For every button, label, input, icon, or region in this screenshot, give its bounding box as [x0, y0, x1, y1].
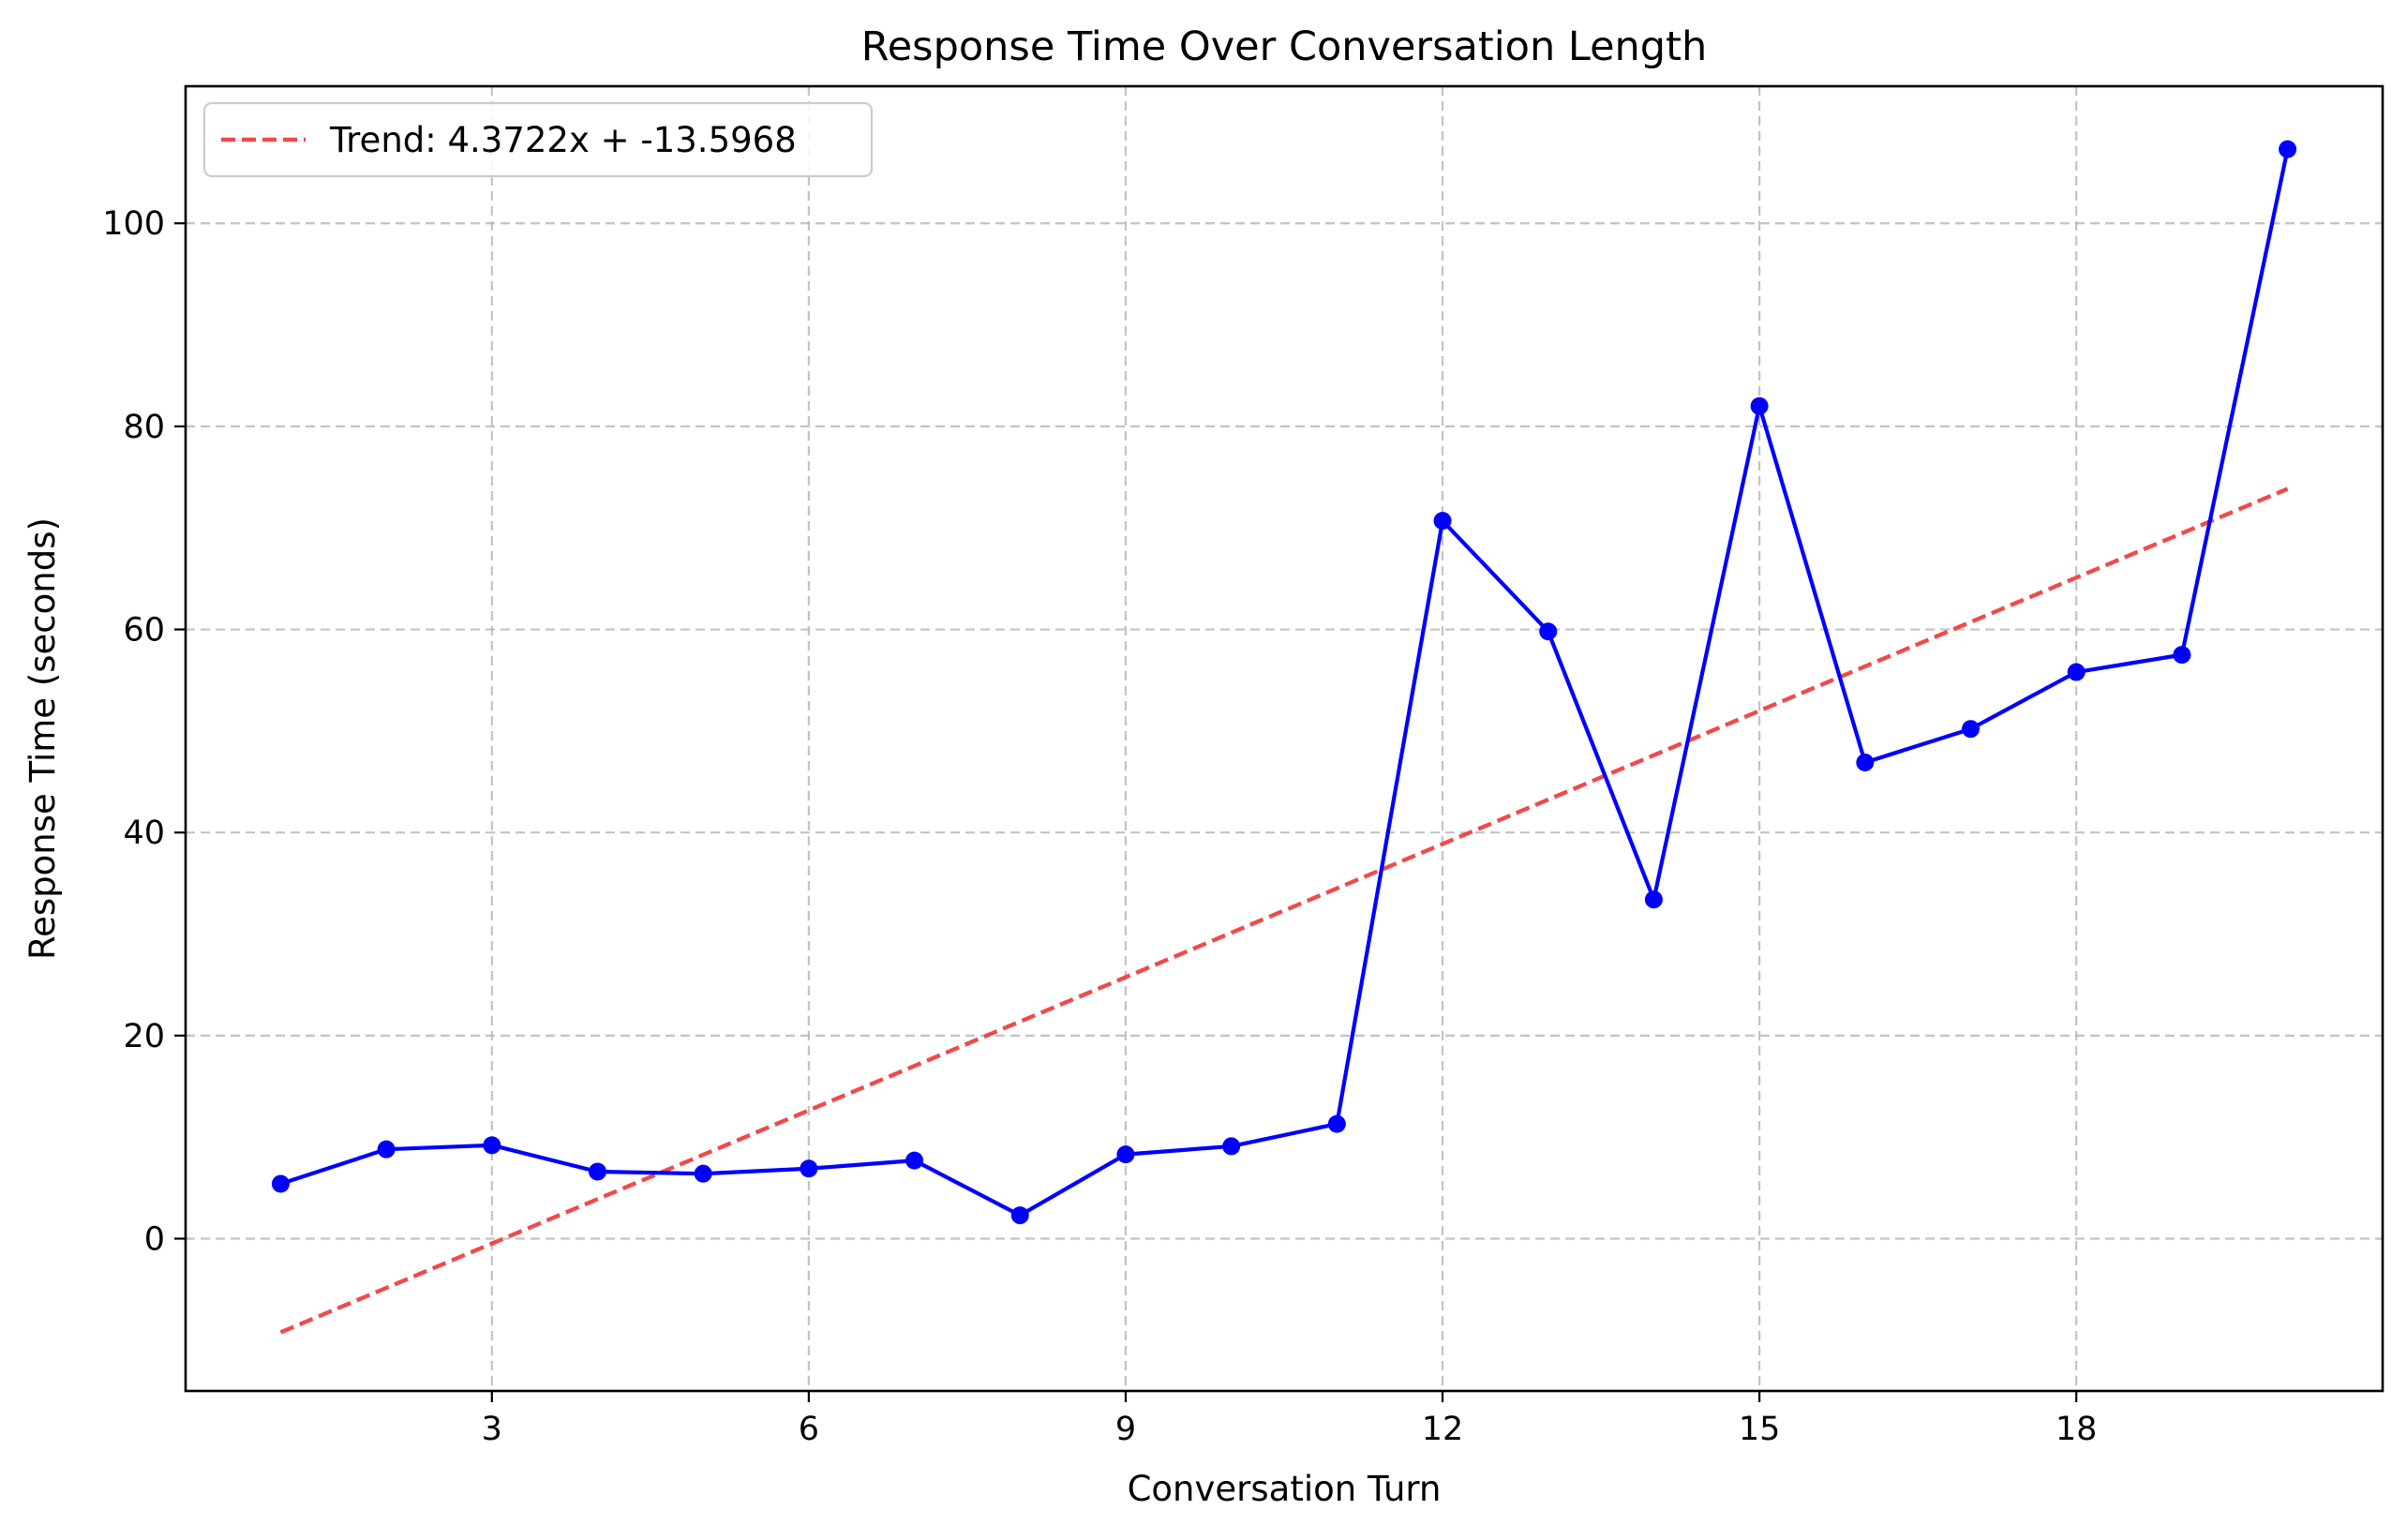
x-tick-label: 12 [1422, 1411, 1464, 1448]
x-tick-label: 18 [2056, 1411, 2098, 1448]
data-point [1539, 622, 1558, 641]
trend-layer [279, 486, 2289, 1335]
y-tick-label: 100 [102, 205, 165, 243]
data-point [483, 1136, 501, 1155]
x-tick-label: 15 [1739, 1411, 1781, 1448]
x-tick-label: 3 [482, 1411, 502, 1448]
data-point [694, 1164, 712, 1183]
data-point [2067, 663, 2086, 681]
chart-title: Response Time Over Conversation Length [861, 23, 1707, 70]
grid-lines [186, 86, 2383, 1391]
legend: Trend: 4.3722x + -13.5968 [202, 101, 874, 178]
legend-trend-label: Trend: 4.3722x + -13.5968 [329, 120, 797, 160]
series-layer [271, 140, 2297, 1225]
axes-frame [184, 84, 2385, 1393]
y-axis-label: Response Time (seconds) [22, 517, 63, 960]
data-point [1644, 890, 1663, 909]
x-tick-label: 9 [1115, 1411, 1136, 1448]
y-tick-label: 20 [123, 1018, 165, 1055]
data-point [1962, 720, 1980, 739]
data-point [2279, 140, 2297, 158]
response-time-line [279, 148, 2290, 1218]
x-axis-label: Conversation Turn [1128, 1469, 1442, 1509]
legend-box [202, 101, 874, 178]
data-point [800, 1159, 818, 1178]
trend-line [279, 486, 2289, 1335]
axis-ticks: 3 6 9 12 15 18 0 20 40 60 80 100 [102, 205, 2097, 1448]
y-tick-label: 0 [144, 1221, 165, 1259]
data-point [1856, 753, 1875, 771]
x-tick-label: 6 [799, 1411, 819, 1448]
data-point [1222, 1137, 1241, 1156]
data-point [1750, 396, 1769, 415]
data-point [1010, 1206, 1029, 1225]
data-point [1327, 1114, 1346, 1133]
data-point [2173, 646, 2191, 665]
data-point [377, 1140, 396, 1159]
data-point [905, 1151, 924, 1170]
data-point [271, 1174, 290, 1193]
data-point [589, 1162, 606, 1181]
data-point [1116, 1145, 1135, 1164]
y-tick-label: 60 [123, 612, 165, 650]
data-point [1433, 512, 1452, 531]
y-tick-label: 80 [123, 409, 165, 446]
y-tick-label: 40 [123, 815, 165, 852]
